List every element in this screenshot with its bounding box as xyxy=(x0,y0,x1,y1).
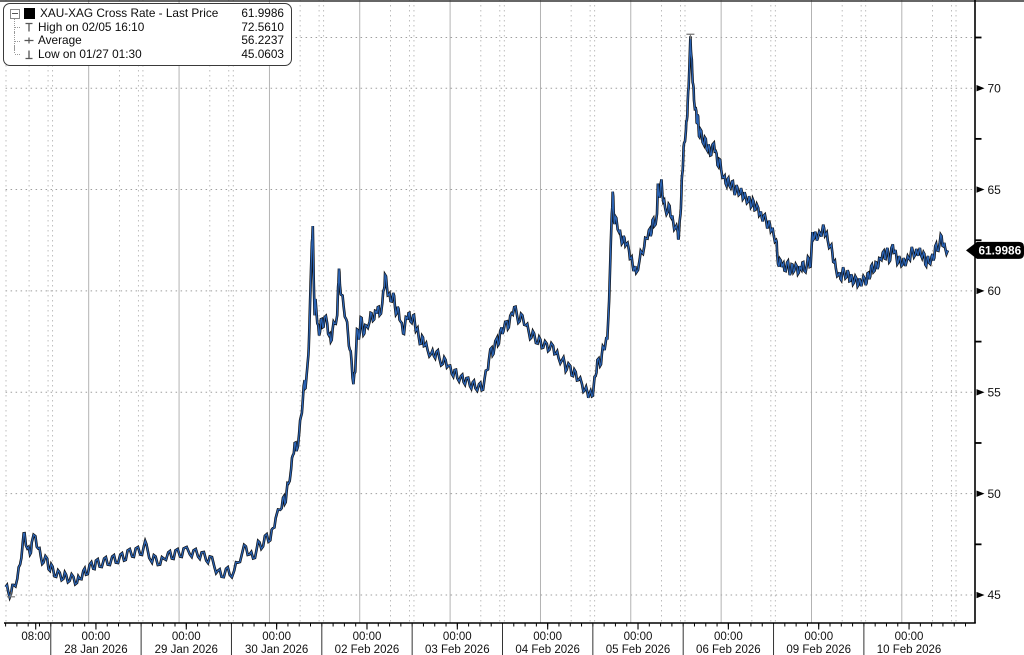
date-label: 06 Feb 2026 xyxy=(696,644,761,655)
low-value: 45.0603 xyxy=(241,46,284,61)
tree-branch-end-icon xyxy=(10,45,23,62)
y-axis-label: 60 xyxy=(988,284,1002,298)
axis-arrow-tick-icon xyxy=(976,591,985,599)
date-label: 09 Feb 2026 xyxy=(786,644,851,655)
time-label: 00:00 xyxy=(895,631,924,643)
legend-row-low[interactable]: Low on 01/27 01:30 45.0603 xyxy=(10,45,284,62)
axis-arrow-tick-icon xyxy=(976,84,985,92)
high-value: 72.5610 xyxy=(241,19,284,34)
average-marker-icon xyxy=(23,35,34,46)
average-label: Average xyxy=(38,33,82,48)
tree-branch-icon xyxy=(10,32,23,49)
time-label: 00:00 xyxy=(443,631,472,643)
y-axis-label: 65 xyxy=(988,183,1002,197)
high-marker-icon xyxy=(23,22,34,33)
price-series xyxy=(4,36,950,602)
axis-arrow-tick-icon xyxy=(976,490,985,497)
last-price-tag: 61.9986 xyxy=(966,241,1024,259)
time-label: 00:00 xyxy=(714,631,743,643)
legend-row-average[interactable]: Average 56.2237 xyxy=(10,32,284,49)
tree-branch-icon xyxy=(10,18,23,36)
time-label: 00:00 xyxy=(804,631,833,643)
date-label: 29 Jan 2026 xyxy=(155,644,218,655)
high-point-marker xyxy=(686,33,695,40)
low-point-marker xyxy=(7,591,16,598)
time-label: 00:00 xyxy=(624,631,653,643)
time-label: 00:00 xyxy=(262,631,291,643)
last-price-label: 61.9986 xyxy=(979,244,1022,258)
time-label: 08:00 xyxy=(21,631,50,643)
low-marker-icon xyxy=(23,49,34,60)
legend-row-high[interactable]: High on 02/05 16:10 72.5610 xyxy=(10,18,284,36)
date-label: 05 Feb 2026 xyxy=(606,644,671,655)
low-label: Low on 01/27 01:30 xyxy=(38,46,142,61)
y-axis-label: 45 xyxy=(988,588,1002,602)
price-line-outline xyxy=(4,36,950,602)
time-label: 00:00 xyxy=(172,631,201,643)
date-label: 10 Feb 2026 xyxy=(877,644,942,655)
chart-legend: XAU-XAG Cross Rate - Last Price 61.9986 … xyxy=(3,3,292,66)
time-label: 00:00 xyxy=(82,631,111,643)
date-label: 02 Feb 2026 xyxy=(335,644,400,655)
series-last-value: 61.9986 xyxy=(241,6,284,21)
price-line xyxy=(5,36,949,600)
bottom-axis-ticks xyxy=(5,623,967,655)
time-label: 00:00 xyxy=(353,631,382,643)
y-axis-label: 70 xyxy=(988,81,1002,95)
high-label: High on 02/05 16:10 xyxy=(38,19,145,34)
y-axis-label: 55 xyxy=(988,385,1002,399)
series-swatch-icon xyxy=(24,8,35,20)
y-axis-label: 50 xyxy=(988,487,1002,501)
axis-arrow-tick-icon xyxy=(976,287,985,295)
series-label: XAU-XAG Cross Rate - Last Price xyxy=(40,6,219,21)
right-axis-labels: 45 50 55 60 65 70 xyxy=(975,36,1002,602)
date-label: 03 Feb 2026 xyxy=(425,644,490,655)
horizontal-gridlines xyxy=(5,37,975,596)
axis-arrow-tick-icon xyxy=(976,186,985,193)
date-label: 04 Feb 2026 xyxy=(515,644,580,655)
axis-arrow-tick-icon xyxy=(976,389,985,396)
price-tag-shape xyxy=(966,241,1024,259)
average-value: 56.2237 xyxy=(241,33,284,48)
vertical-gridlines xyxy=(5,0,957,623)
legend-row-series[interactable]: XAU-XAG Cross Rate - Last Price 61.9986 xyxy=(10,7,284,21)
date-label: 28 Jan 2026 xyxy=(64,644,127,655)
time-label: 00:00 xyxy=(533,631,562,643)
legend-collapse-icon[interactable] xyxy=(10,8,20,19)
date-label: 30 Jan 2026 xyxy=(245,644,308,655)
